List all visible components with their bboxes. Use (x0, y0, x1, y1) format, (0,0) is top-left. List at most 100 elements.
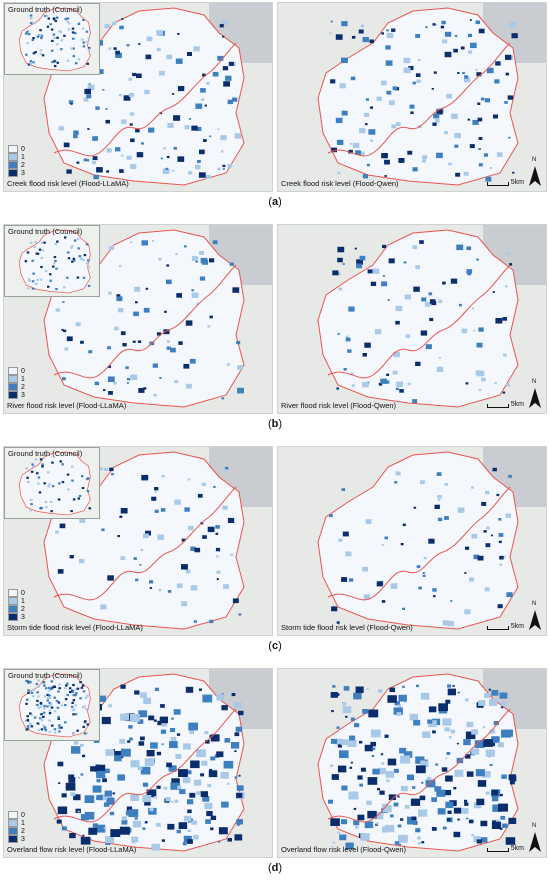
risk-patch (181, 564, 188, 570)
risk-patch (409, 104, 415, 109)
inset-risk-patch (37, 679, 40, 682)
risk-patch (445, 801, 454, 809)
risk-patch (342, 702, 347, 706)
risk-patch (163, 786, 168, 790)
risk-patch (196, 302, 199, 305)
inset-risk-patch (51, 61, 54, 64)
risk-patch (442, 281, 446, 285)
risk-patch (386, 90, 392, 95)
inset-risk-patch (52, 265, 55, 268)
inset-risk-patch (70, 509, 73, 513)
risk-patch (359, 783, 363, 787)
inset-risk-patch (48, 712, 52, 715)
inset-risk-patch (81, 486, 85, 490)
risk-patch (113, 381, 117, 385)
inset-risk-patch (76, 237, 80, 240)
inset-risk-patch (38, 248, 42, 251)
risk-patch (422, 572, 425, 574)
risk-patch (173, 115, 181, 121)
risk-patch (478, 148, 481, 150)
inset-risk-patch (68, 690, 72, 694)
inset-ground-truth-a: Ground truth (Council) (4, 3, 100, 75)
risk-patch (230, 553, 234, 556)
risk-patch (332, 270, 339, 276)
risk-patch (424, 302, 431, 307)
risk-patch (349, 735, 356, 741)
inset-risk-patch (55, 43, 59, 46)
inset-risk-patch (52, 33, 56, 36)
risk-patch (234, 776, 238, 779)
map-llama-c: Ground truth (Council) 0 1 2 3 Storm tid… (3, 446, 273, 636)
risk-patch (407, 150, 413, 155)
risk-patch (117, 774, 125, 781)
risk-patch (426, 776, 432, 781)
inset-risk-patch (44, 500, 48, 504)
inset-risk-patch (53, 64, 57, 68)
risk-patch (119, 265, 122, 268)
risk-patch (126, 382, 129, 384)
risk-patch (148, 127, 155, 133)
risk-patch (500, 815, 506, 820)
inset-risk-patch (60, 704, 64, 707)
risk-patch (338, 287, 343, 291)
inset-risk-patch (82, 258, 85, 262)
risk-patch (117, 535, 120, 538)
risk-patch (221, 705, 228, 711)
inset-risk-patch (25, 702, 28, 705)
risk-patch (404, 805, 410, 809)
risk-patch (474, 740, 485, 748)
risk-patch (189, 792, 196, 798)
risk-patch (382, 244, 387, 249)
risk-patch (156, 30, 164, 36)
inset-risk-patch (72, 694, 75, 697)
risk-patch (160, 157, 163, 160)
risk-patch (352, 142, 360, 149)
risk-patch (222, 164, 226, 168)
risk-patch (202, 73, 206, 77)
risk-patch (348, 578, 354, 582)
risk-patch (63, 142, 70, 148)
inset-risk-patch (71, 690, 75, 693)
inset-risk-patch (71, 465, 74, 468)
risk-patch (462, 71, 465, 75)
inset-risk-patch (30, 503, 33, 506)
inset-risk-patch (27, 287, 30, 290)
risk-patch (384, 175, 387, 177)
risk-patch (233, 701, 242, 709)
risk-patch (395, 122, 401, 126)
risk-patch (480, 97, 485, 101)
risk-patch (485, 490, 490, 495)
map-label-qwen-b: River flood risk level (Flood-Qwen) (281, 401, 397, 410)
legend-swatch-1 (8, 153, 18, 161)
risk-patch (498, 533, 504, 537)
risk-patch (477, 555, 484, 561)
risk-patch (166, 346, 171, 350)
inset-risk-patch (50, 706, 54, 709)
council-boundary (317, 451, 519, 630)
inset-risk-patch (49, 273, 52, 276)
risk-patch (236, 823, 240, 826)
inset-risk-patch (66, 682, 69, 685)
risk-patch (86, 94, 92, 99)
risk-patch (121, 119, 127, 124)
risk-patch (120, 556, 126, 560)
scale-bar-line (486, 848, 509, 852)
inset-risk-patch (31, 463, 34, 466)
risk-patch (88, 83, 91, 85)
risk-patch (107, 575, 114, 581)
risk-patch (119, 826, 130, 835)
risk-patch (500, 793, 503, 797)
risk-patch (146, 36, 153, 42)
risk-patch (512, 171, 515, 174)
legend-label-1: 1 (21, 597, 25, 605)
risk-patch (494, 819, 500, 824)
inset-risk-patch (36, 35, 40, 38)
scale-bar-line (486, 404, 509, 408)
risk-patch (410, 798, 421, 806)
risk-patch (330, 79, 336, 84)
risk-patch (362, 709, 369, 714)
risk-patch (416, 565, 421, 569)
risk-patch (329, 514, 333, 518)
inset-risk-patch (24, 719, 28, 722)
risk-patch (135, 301, 138, 304)
